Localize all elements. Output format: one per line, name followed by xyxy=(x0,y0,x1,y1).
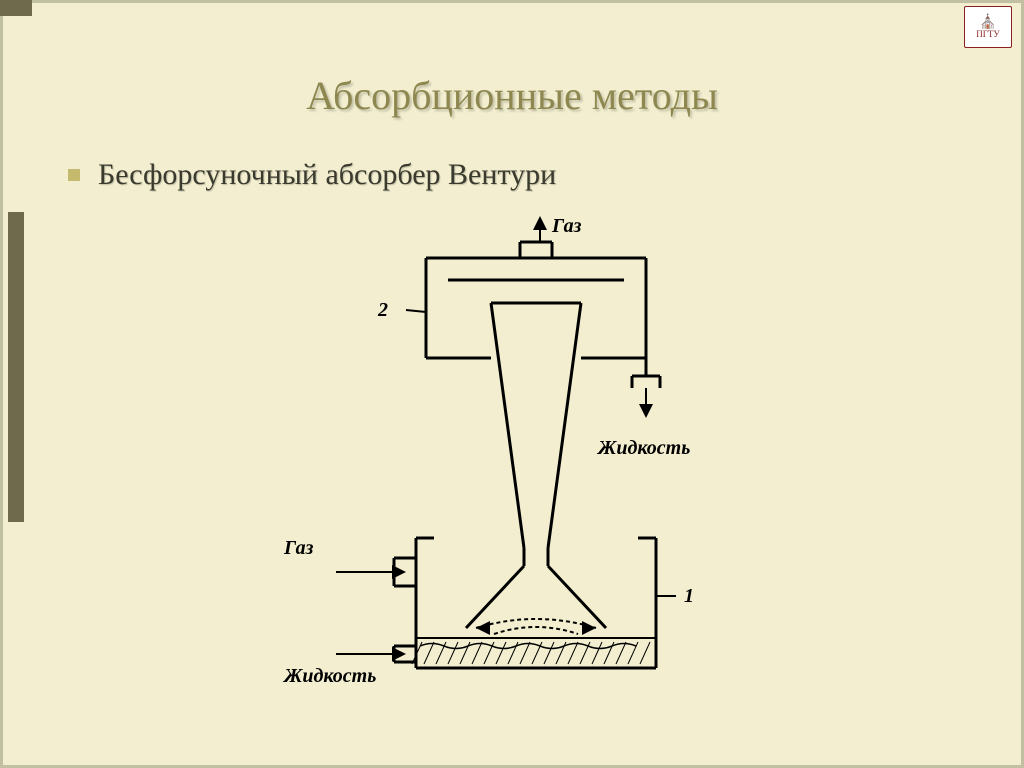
university-logo: ⛪ ПГТУ xyxy=(964,6,1012,48)
accent-block-top xyxy=(0,0,32,16)
slide-title: Абсорбционные методы xyxy=(0,72,1024,119)
slide: ⛪ ПГТУ Абсорбционные методы Бесфорсуночн… xyxy=(0,0,1024,768)
bullet-icon xyxy=(68,169,80,181)
logo-text: ПГТУ xyxy=(976,30,1000,39)
svg-text:Жидкость: Жидкость xyxy=(282,665,376,687)
slide-border-top xyxy=(0,0,1024,3)
svg-text:Жидкость: Жидкость xyxy=(596,437,690,459)
svg-text:Газ: Газ xyxy=(551,215,582,237)
svg-text:1: 1 xyxy=(684,585,694,607)
venturi-absorber-diagram: Газ 2 Жидкость Газ Жидкость 1 xyxy=(276,208,776,728)
subtitle-row: Бесфорсуночный абсорбер Вентури xyxy=(68,158,556,192)
logo-building-icon: ⛪ xyxy=(979,16,996,30)
svg-text:2: 2 xyxy=(377,299,388,321)
accent-block-side xyxy=(8,212,24,522)
svg-text:Газ: Газ xyxy=(283,537,314,559)
slide-subtitle: Бесфорсуночный абсорбер Вентури xyxy=(98,158,556,191)
